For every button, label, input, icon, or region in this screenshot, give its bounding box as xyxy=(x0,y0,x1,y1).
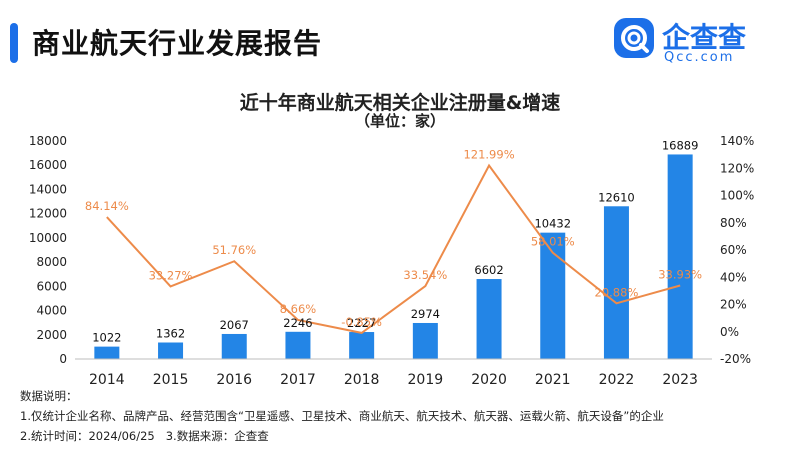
bar-value-label: 12610 xyxy=(598,190,635,204)
qcc-logo-icon xyxy=(614,18,654,58)
x-tick-label: 2014 xyxy=(89,372,125,388)
bar-value-label: 16889 xyxy=(662,138,699,152)
y-left-tick-label: 18000 xyxy=(29,134,67,148)
y-right-tick-label: 60% xyxy=(720,243,747,257)
y-left-tick-label: 8000 xyxy=(36,255,67,269)
bar-value-label: 6602 xyxy=(474,263,503,277)
growth-rate-label: -0.85% xyxy=(341,315,382,329)
y-left-tick-label: 2000 xyxy=(36,328,67,342)
growth-rate-label: 51.76% xyxy=(212,243,256,257)
bar-value-label: 1362 xyxy=(156,327,185,341)
bar xyxy=(221,333,247,359)
y-left-tick-label: 12000 xyxy=(29,207,67,221)
growth-rate-label: 58.01% xyxy=(531,235,575,249)
x-tick-label: 2019 xyxy=(408,372,444,388)
bar-value-label: 2227 xyxy=(347,316,376,330)
bar-value-label: 10432 xyxy=(534,217,571,231)
y-left-tick-label: 0 xyxy=(59,352,67,366)
x-tick-label: 2023 xyxy=(662,372,698,388)
x-tick-label: 2022 xyxy=(599,372,635,388)
page-title: 商业航天行业发展报告 xyxy=(32,27,323,60)
x-tick-label: 2017 xyxy=(280,372,316,388)
qcc-logo: 企查查 Qcc.com xyxy=(614,16,784,66)
y-left-tick-label: 14000 xyxy=(29,182,67,196)
y-left-tick-label: 4000 xyxy=(36,304,67,318)
growth-rate-label: 121.99% xyxy=(463,148,514,162)
y-left-tick-label: 16000 xyxy=(29,158,67,172)
y-right-tick-label: 120% xyxy=(720,161,754,175)
y-right-tick-label: 140% xyxy=(720,134,754,148)
y-left-tick-label: 6000 xyxy=(36,279,67,293)
bar xyxy=(349,332,375,359)
x-tick-label: 2020 xyxy=(471,372,507,388)
growth-rate-label: 84.14% xyxy=(85,199,129,213)
logo-name: 企查查 xyxy=(662,21,747,54)
y-right-tick-label: 40% xyxy=(720,270,747,284)
bar-value-label: 2067 xyxy=(220,318,249,332)
header-accent-bar xyxy=(10,23,18,63)
growth-rate-label: 20.88% xyxy=(595,285,639,299)
x-tick-label: 2016 xyxy=(216,372,252,388)
x-tick-label: 2018 xyxy=(344,372,380,388)
notes-line-2: 2.统计时间：2024/06/25 3.数据来源：企查查 xyxy=(20,429,269,443)
y-left-tick-label: 10000 xyxy=(29,231,67,245)
y-right-tick-label: 20% xyxy=(720,298,747,312)
bar xyxy=(285,331,311,359)
bar-value-label: 2246 xyxy=(283,316,312,330)
bar xyxy=(603,206,629,359)
y-right-tick-label: 0% xyxy=(720,325,739,339)
bar-value-label: 2974 xyxy=(411,307,440,321)
growth-rate-label: 33.27% xyxy=(149,268,193,282)
bar xyxy=(158,342,184,359)
growth-rate-label: 8.66% xyxy=(280,302,317,316)
bar xyxy=(667,154,693,359)
logo-domain: Qcc.com xyxy=(664,50,735,65)
y-right-tick-label: 100% xyxy=(720,189,754,203)
notes-line-1: 1.仅统计企业名称、品牌产品、经营范围含“卫星遥感、卫星技术、商业航天、航天技术… xyxy=(20,409,664,423)
bar xyxy=(94,346,120,359)
growth-rate-label: 33.93% xyxy=(658,268,702,282)
bar-value-label: 1022 xyxy=(92,331,121,345)
chart-title: 近十年商业航天相关企业注册量&增速 xyxy=(239,92,561,114)
y-right-tick-label: 80% xyxy=(720,216,747,230)
growth-rate-label: 33.54% xyxy=(403,268,447,282)
x-tick-label: 2015 xyxy=(153,372,189,388)
chart-subtitle: （单位：家） xyxy=(354,112,445,130)
notes-heading: 数据说明： xyxy=(20,389,78,403)
x-tick-label: 2021 xyxy=(535,372,571,388)
y-right-tick-label: -20% xyxy=(720,352,751,366)
growth-line xyxy=(106,163,681,334)
bar xyxy=(476,279,502,359)
data-notes: 数据说明： 1.仅统计企业名称、品牌产品、经营范围含“卫星遥感、卫星技术、商业航… xyxy=(20,386,664,446)
bar xyxy=(412,322,438,359)
